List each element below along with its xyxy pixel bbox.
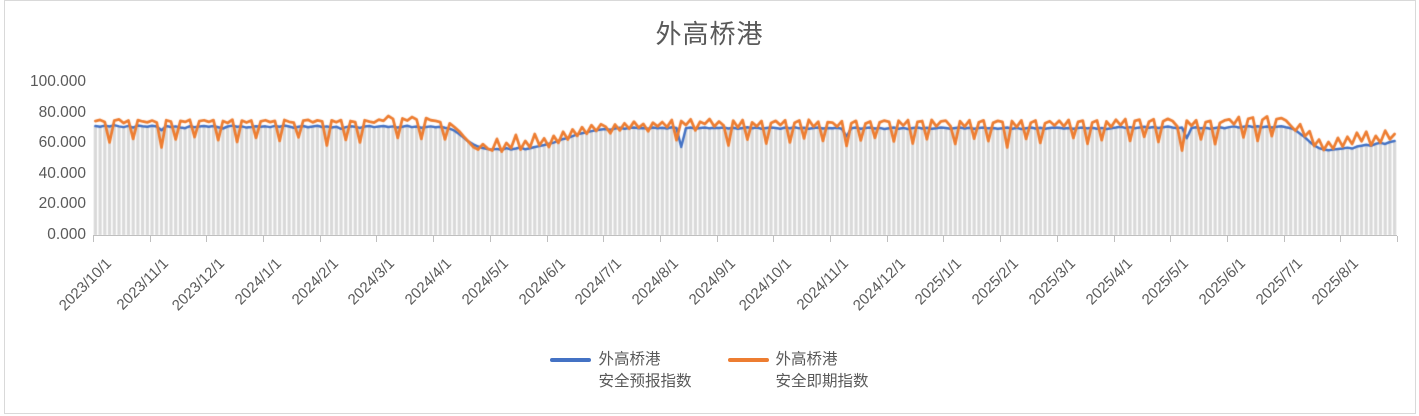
forecast-line-swatch [550,358,592,362]
x-axis-tick [603,236,605,242]
x-axis-tick [1340,236,1342,242]
legend-entry-spot: 外高桥港 安全即期指数 [727,349,869,393]
y-tick-label: 40.000 [38,164,86,182]
x-axis-tick [773,236,775,242]
legend-entry-forecast: 外高桥港 安全预报指数 [550,349,692,393]
x-axis-tick [489,236,491,242]
x-axis-tick [149,236,151,242]
spot-line-swatch [727,358,769,362]
x-axis-tick [943,236,945,242]
x-axis-tick [716,236,718,242]
x-axis-tick [319,236,321,242]
forecast-label-line1: 外高桥港 [598,351,661,368]
spot-label-line1: 外高桥港 [775,351,838,368]
x-axis-tick [1397,236,1398,242]
x-axis-tick [263,236,265,242]
x-axis-tick [206,236,208,242]
x-axis-tick [376,236,378,242]
x-axis-tick [886,236,888,242]
y-tick-label: 100.000 [29,73,86,90]
y-tick-label: 20.000 [38,195,86,213]
y-tick-label: 60.000 [38,134,86,152]
spot-legend-label: 外高桥港 安全即期指数 [776,349,869,393]
x-axis-tick [1000,236,1002,242]
y-tick-label: 80.000 [38,103,86,121]
spot-label-line2: 安全即期指数 [775,373,869,390]
x-axis-tick [93,236,94,242]
x-axis-tick [830,236,832,242]
x-axis-line [93,235,1397,236]
x-axis-tick [1056,236,1058,242]
legend: 外高桥港 安全预报指数 外高桥港 安全即期指数 [0,349,1419,393]
x-axis-tick [433,236,435,242]
x-axis-tick [1113,236,1115,242]
x-axis-tick [1170,236,1172,242]
plot-area [93,76,1397,242]
y-tick-label: 0.000 [47,226,86,243]
x-axis-tick [1226,236,1228,242]
x-axis-tick [546,236,548,242]
chart-title: 外高桥港 [655,19,764,49]
x-axis-tick [1283,236,1285,242]
forecast-label-line2: 安全预报指数 [598,373,692,390]
x-axis-tick [659,236,661,242]
forecast-legend-label: 外高桥港 安全预报指数 [598,349,691,393]
